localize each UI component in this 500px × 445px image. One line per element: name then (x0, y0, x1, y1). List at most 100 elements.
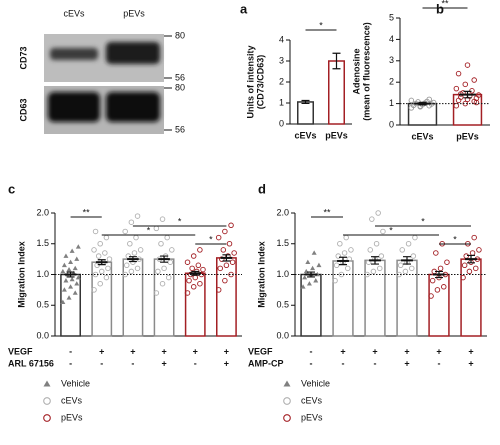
y-axis-label: (CD73/CD63) (255, 55, 265, 110)
error-bar (222, 254, 231, 262)
data-point (229, 259, 236, 265)
data-point (159, 280, 166, 287)
y-tick-label: 1.0 (276, 269, 289, 279)
data-point (131, 250, 138, 256)
legend-label: pEVs (301, 412, 323, 422)
bar (300, 273, 322, 337)
data-point (63, 278, 69, 283)
y-tick-label: 3 (279, 55, 284, 65)
legend-marker (43, 380, 51, 387)
condition-value: - (194, 358, 197, 368)
data-point (373, 240, 380, 247)
condition-value: + (161, 358, 166, 368)
blot-band (50, 48, 98, 60)
error-bar (160, 255, 169, 263)
data-point (122, 228, 128, 235)
data-point (197, 247, 203, 253)
condition-value: + (161, 346, 166, 356)
condition-value: + (372, 346, 377, 356)
data-point (128, 268, 135, 275)
panel-letter: a (240, 1, 248, 16)
y-tick-label: 2 (389, 77, 394, 87)
y-tick-label: 1.0 (36, 269, 49, 279)
data-point (186, 277, 192, 284)
condition-value: + (436, 346, 441, 356)
bar (428, 273, 450, 337)
significance-label: ** (323, 207, 331, 217)
data-point (61, 262, 67, 268)
data-point (66, 266, 72, 272)
error-bar (128, 256, 137, 263)
data-point (316, 262, 322, 268)
data-point (75, 274, 81, 280)
data-point (412, 234, 418, 241)
data-point (134, 213, 141, 219)
data-point (74, 256, 80, 261)
data-point (341, 250, 348, 256)
data-point (95, 253, 102, 259)
data-point (365, 259, 372, 265)
condition-value: + (340, 346, 345, 356)
data-point (158, 240, 164, 247)
data-point (133, 234, 139, 241)
condition-value: - (374, 358, 377, 368)
bar (328, 60, 345, 125)
data-point (60, 299, 66, 304)
data-point (434, 287, 441, 293)
error-bar (371, 256, 379, 265)
data-point (137, 247, 144, 253)
data-point (471, 77, 477, 83)
data-point (399, 247, 405, 253)
data-point (375, 210, 381, 216)
data-point (333, 262, 340, 269)
legend-label: pEVs (61, 412, 83, 422)
western-blot (44, 34, 164, 134)
condition-label: AMP-CP (248, 358, 284, 368)
data-point (222, 277, 228, 284)
legend-marker (43, 414, 51, 422)
condition-value: + (193, 346, 198, 356)
bar (216, 257, 237, 337)
error-bar (339, 256, 347, 266)
data-point (219, 256, 225, 262)
data-point (369, 216, 375, 222)
data-point (102, 250, 108, 256)
data-point (311, 250, 317, 255)
data-point (91, 247, 97, 253)
condition-value: - (310, 346, 313, 356)
marker-label: 56 (175, 124, 185, 134)
error-bar (463, 90, 472, 99)
data-point (367, 247, 373, 253)
data-point (380, 228, 386, 235)
bar (364, 259, 386, 337)
data-point (98, 268, 105, 275)
data-point (155, 268, 161, 275)
data-point (60, 268, 66, 274)
legend-label: Vehicle (61, 378, 90, 388)
data-point (335, 253, 341, 259)
data-point (471, 234, 477, 241)
data-point (195, 262, 202, 269)
blot-column-label: cEVs (63, 8, 85, 18)
error-bar (191, 270, 200, 276)
significance-label: * (389, 225, 393, 235)
data-point (337, 240, 343, 247)
data-point (190, 284, 197, 290)
y-tick-label: 5 (389, 12, 394, 22)
y-tick-label: 0 (389, 119, 394, 129)
legend-label: Vehicle (301, 378, 330, 388)
y-tick-label: 0.5 (276, 300, 289, 310)
x-tick-label: cEVs (411, 131, 433, 141)
data-point (215, 234, 222, 241)
data-point (302, 274, 308, 280)
data-point (153, 225, 160, 232)
data-point (220, 247, 227, 253)
error-bar (467, 254, 475, 264)
condition-label: VEGF (8, 346, 33, 356)
y-tick-label: 1 (279, 97, 284, 107)
condition-value: + (224, 358, 229, 368)
y-tick-label: 4 (389, 34, 394, 44)
legend-label: cEVs (61, 395, 83, 405)
bar (460, 258, 482, 337)
data-point (189, 265, 195, 272)
